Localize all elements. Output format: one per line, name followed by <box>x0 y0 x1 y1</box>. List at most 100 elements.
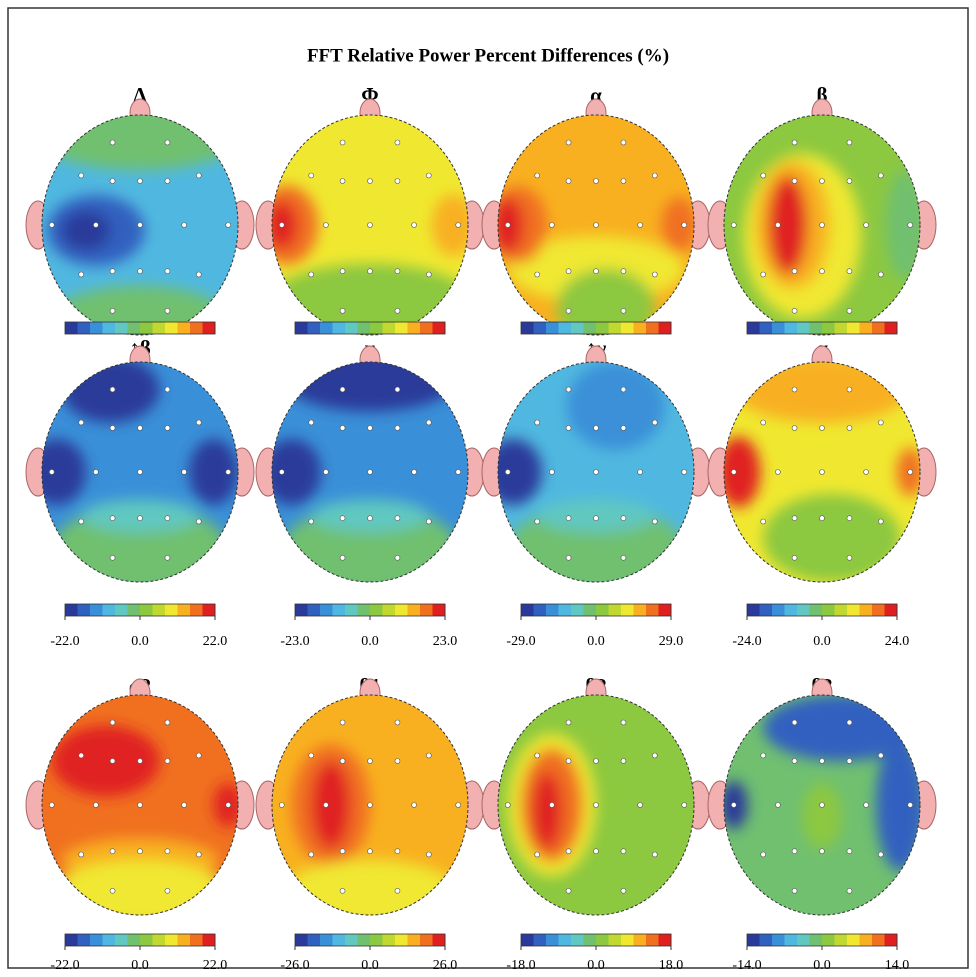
colorbar-step <box>90 322 103 334</box>
electrode <box>847 759 852 764</box>
electrode <box>820 269 825 274</box>
colorbar-step <box>408 604 421 616</box>
electrode <box>196 852 201 857</box>
colorbar-step <box>420 322 433 334</box>
electrode <box>731 223 736 228</box>
electrode <box>138 179 143 184</box>
electrode <box>309 852 314 857</box>
colorbar-step <box>358 322 371 334</box>
electrode <box>412 803 417 808</box>
electrode <box>165 849 170 854</box>
electrode <box>138 803 143 808</box>
colorbar-step <box>872 934 885 946</box>
electrode <box>395 308 400 313</box>
colorbar-step <box>103 604 116 616</box>
colorbar-step <box>190 322 203 334</box>
electrode <box>323 223 328 228</box>
electrode <box>456 223 461 228</box>
blob <box>768 176 807 275</box>
colorbar-step <box>810 934 823 946</box>
electrode <box>368 849 373 854</box>
colorbar-tick-label: 22.0 <box>203 958 228 973</box>
electrode <box>138 516 143 521</box>
electrode <box>594 803 599 808</box>
electrode <box>594 179 599 184</box>
colorbar-step <box>165 322 178 334</box>
electrode <box>594 269 599 274</box>
electrode <box>878 519 883 524</box>
colorbar-step <box>521 934 534 946</box>
colorbar-tick-label: 0.0 <box>131 958 149 973</box>
colorbar-step <box>534 934 547 946</box>
electrode <box>864 470 869 475</box>
electrode <box>682 470 687 475</box>
colorbar-step <box>295 934 308 946</box>
electrode <box>652 753 657 758</box>
colorbar-step <box>153 604 166 616</box>
colorbar-step <box>420 934 433 946</box>
colorbar-step <box>534 322 547 334</box>
colorbar-step <box>78 322 91 334</box>
electrode <box>368 223 373 228</box>
electrode <box>864 223 869 228</box>
electrode <box>505 223 510 228</box>
electrode <box>395 426 400 431</box>
colorbar-step <box>358 934 371 946</box>
electrode <box>426 173 431 178</box>
colorbar-step <box>383 322 396 334</box>
blob <box>802 783 841 849</box>
electrode <box>566 426 571 431</box>
electrode <box>196 753 201 758</box>
electrode <box>566 849 571 854</box>
electrode <box>340 140 345 145</box>
colorbar-step <box>358 604 371 616</box>
electrode <box>79 272 84 277</box>
electrode <box>79 173 84 178</box>
electrode <box>395 720 400 725</box>
colorbar-step <box>584 604 597 616</box>
colorbar-step <box>395 604 408 616</box>
colorbar-step <box>659 322 672 334</box>
colorbar-step <box>320 934 333 946</box>
colorbar-step <box>308 604 321 616</box>
colorbar-tick-label: -24.0 <box>732 634 761 649</box>
colorbar-tick-label: 18.0 <box>659 958 684 973</box>
electrode <box>340 269 345 274</box>
electrode <box>340 849 345 854</box>
electrode <box>138 759 143 764</box>
colorbar-step <box>546 322 559 334</box>
colorbar-step <box>621 604 634 616</box>
electrode <box>535 173 540 178</box>
electrode <box>820 849 825 854</box>
colorbar-step <box>190 934 203 946</box>
electrode <box>792 759 797 764</box>
electrode <box>761 852 766 857</box>
colorbar-step <box>140 604 153 616</box>
electrode <box>110 426 115 431</box>
colorbar-step <box>747 604 760 616</box>
colorbar-step <box>408 934 421 946</box>
electrode <box>323 803 328 808</box>
electrode <box>165 516 170 521</box>
electrode <box>138 426 143 431</box>
electrode <box>594 849 599 854</box>
colorbar-step <box>140 322 153 334</box>
electrode <box>138 269 143 274</box>
electrode <box>908 223 913 228</box>
electrode <box>594 426 599 431</box>
electrode <box>908 470 913 475</box>
colorbar-step <box>128 322 141 334</box>
colorbar-tick-label: 0.0 <box>813 634 831 649</box>
electrode <box>426 420 431 425</box>
electrode <box>731 803 736 808</box>
colorbar-step <box>760 604 773 616</box>
electrode <box>182 223 187 228</box>
electrode <box>847 387 852 392</box>
electrode <box>792 308 797 313</box>
electrode <box>652 519 657 524</box>
electrode <box>309 420 314 425</box>
electrode <box>340 308 345 313</box>
colorbar-step <box>115 604 128 616</box>
electrode <box>621 308 626 313</box>
colorbar-step <box>128 934 141 946</box>
